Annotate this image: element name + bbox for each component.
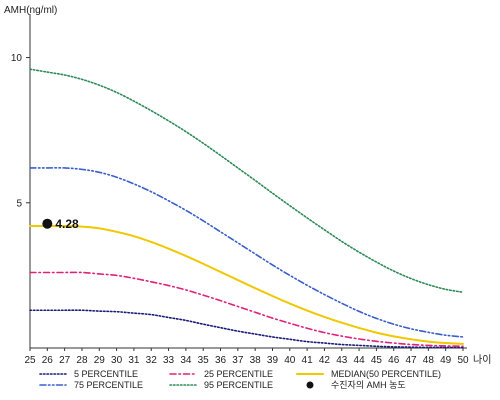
patient-amh-point xyxy=(42,218,53,229)
x-tick-label: 41 xyxy=(302,355,314,366)
y-axis-label: AMH(ng/ml) xyxy=(4,5,57,16)
series-line-median-50-percentile xyxy=(29,224,464,345)
x-tick-label: 47 xyxy=(405,355,417,366)
legend-item: 95 PERCENTILE xyxy=(169,380,273,390)
x-tick-label: 50 xyxy=(457,355,469,366)
x-tick-label: 38 xyxy=(250,355,262,366)
x-tick-label: 35 xyxy=(198,355,210,366)
x-axis-label: 나이 xyxy=(473,354,491,366)
x-tick-label: 45 xyxy=(371,355,383,366)
x-tick-label: 42 xyxy=(319,355,331,366)
x-tick-label: 33 xyxy=(163,355,175,366)
x-tick-label: 48 xyxy=(423,355,435,366)
legend-item: 25 PERCENTILE xyxy=(169,369,273,379)
x-tick-label: 40 xyxy=(284,355,296,366)
legend-item: 75 PERCENTILE xyxy=(39,380,143,390)
x-tick-label: 34 xyxy=(180,355,192,366)
legend-label: 5 PERCENTILE xyxy=(74,369,138,379)
legend-item: 수진자의 AMH 농도 xyxy=(306,380,406,390)
series-line-25-percentile xyxy=(29,271,464,348)
x-tick-label: 49 xyxy=(440,355,452,366)
points-layer: 4.28 xyxy=(42,217,79,231)
y-tick-label: 5 xyxy=(16,198,22,209)
y-tick-label: 10 xyxy=(11,53,23,64)
x-tick-label: 27 xyxy=(59,355,71,366)
x-tick-label: 29 xyxy=(94,355,106,366)
legend-label: 25 PERCENTILE xyxy=(204,369,273,379)
x-tick-label: 37 xyxy=(232,355,244,366)
x-tick-label: 46 xyxy=(388,355,400,366)
x-tick-label: 28 xyxy=(76,355,88,366)
series-line-95-percentile xyxy=(29,68,464,294)
legend-item: 5 PERCENTILE xyxy=(39,369,138,379)
patient-amh-value-label: 4.28 xyxy=(55,217,79,231)
legend-label: 95 PERCENTILE xyxy=(204,380,273,390)
x-tick-label: 44 xyxy=(354,355,366,366)
x-tick-label: 25 xyxy=(24,355,36,366)
legend-label: 75 PERCENTILE xyxy=(74,380,143,390)
x-tick-label: 30 xyxy=(111,355,123,366)
series-layer xyxy=(29,68,464,349)
x-tick-label: 43 xyxy=(336,355,348,366)
x-tick-label: 32 xyxy=(146,355,158,366)
legend-item: MEDIAN(50 PERCENTILE) xyxy=(296,369,441,379)
legend-label: 수진자의 AMH 농도 xyxy=(331,380,406,390)
x-tick-label: 39 xyxy=(267,355,279,366)
series-line-5-percentile xyxy=(29,309,464,349)
legend-swatch xyxy=(306,381,314,389)
legend-layer: 5 PERCENTILE 25 PERCENTILE MEDIAN(50 PERCE… xyxy=(39,369,441,390)
axes-layer: AMH(ng/ml) 5 10 25 26 27 28 29 30 31 32 33 34 35 36 37 3… xyxy=(4,5,491,366)
x-tick-label: 31 xyxy=(128,355,140,366)
legend-label: MEDIAN(50 PERCENTILE) xyxy=(331,369,441,379)
x-tick-label: 36 xyxy=(215,355,227,366)
x-tick-label: 26 xyxy=(42,355,54,366)
series-line-75-percentile xyxy=(29,167,464,338)
